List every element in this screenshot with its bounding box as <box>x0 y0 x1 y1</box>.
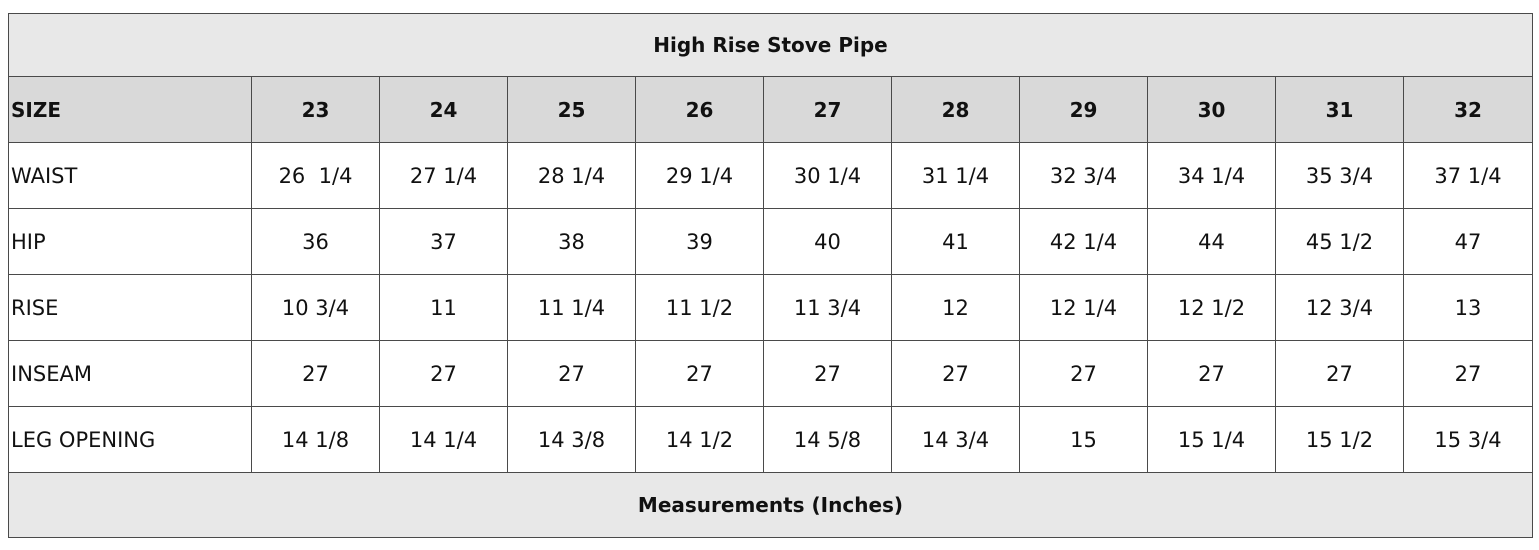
table-cell: 44 <box>1147 208 1276 275</box>
size-header-cell: 27 <box>763 76 892 143</box>
title-row: High Rise Stove Pipe <box>8 13 1533 77</box>
table-cell: 12 1/2 <box>1147 274 1276 341</box>
table-cell: 14 3/8 <box>507 406 636 473</box>
table-cell: 15 <box>1019 406 1148 473</box>
size-header-cell: 25 <box>507 76 636 143</box>
table-cell: 40 <box>763 208 892 275</box>
table-cell: 32 3/4 <box>1019 142 1148 209</box>
table-cell: 27 <box>891 340 1020 407</box>
table-cell: 14 1/8 <box>251 406 380 473</box>
table-cell: 12 3/4 <box>1275 274 1404 341</box>
table-cell: 27 <box>251 340 380 407</box>
size-header-row: SIZE 23 24 25 26 27 28 29 30 31 32 <box>8 76 1533 143</box>
table-cell: 14 1/2 <box>635 406 764 473</box>
table-title: High Rise Stove Pipe <box>8 13 1533 77</box>
table-cell: 11 1/4 <box>507 274 636 341</box>
table-cell: 12 <box>891 274 1020 341</box>
table-row-rise: RISE 10 3/4 11 11 1/4 11 1/2 11 3/4 12 1… <box>8 274 1533 341</box>
table-cell: 37 1/4 <box>1403 142 1533 209</box>
table-cell: 36 <box>251 208 380 275</box>
table-cell: 28 1/4 <box>507 142 636 209</box>
table-cell: 39 <box>635 208 764 275</box>
size-header-cell: 24 <box>379 76 508 143</box>
table-cell: 10 3/4 <box>251 274 380 341</box>
table-cell: 11 <box>379 274 508 341</box>
row-label: INSEAM <box>8 340 252 407</box>
size-header-cell: 32 <box>1403 76 1533 143</box>
row-label: RISE <box>8 274 252 341</box>
table-cell: 27 <box>379 340 508 407</box>
table-cell: 45 1/2 <box>1275 208 1404 275</box>
table-cell: 27 <box>1275 340 1404 407</box>
table-cell: 11 3/4 <box>763 274 892 341</box>
size-header-cell: 28 <box>891 76 1020 143</box>
table-cell: 38 <box>507 208 636 275</box>
table-cell: 14 5/8 <box>763 406 892 473</box>
table-cell: 11 1/2 <box>635 274 764 341</box>
table-cell: 27 1/4 <box>379 142 508 209</box>
size-header-cell: 23 <box>251 76 380 143</box>
table-cell: 15 3/4 <box>1403 406 1533 473</box>
table-cell: 27 <box>507 340 636 407</box>
table-cell: 27 <box>1147 340 1276 407</box>
table-cell: 27 <box>763 340 892 407</box>
table-cell: 27 <box>635 340 764 407</box>
table-cell: 47 <box>1403 208 1533 275</box>
table-cell: 34 1/4 <box>1147 142 1276 209</box>
size-header-cell: 29 <box>1019 76 1148 143</box>
table-cell: 15 1/4 <box>1147 406 1276 473</box>
row-label: HIP <box>8 208 252 275</box>
row-label: LEG OPENING <box>8 406 252 473</box>
size-header-cell: 31 <box>1275 76 1404 143</box>
table-cell: 37 <box>379 208 508 275</box>
table-cell: 31 1/4 <box>891 142 1020 209</box>
size-chart-table: High Rise Stove Pipe SIZE 23 24 25 26 27… <box>8 13 1533 538</box>
table-cell: 35 3/4 <box>1275 142 1404 209</box>
size-header-label: SIZE <box>8 76 252 143</box>
table-row-waist: WAIST 26 1/4 27 1/4 28 1/4 29 1/4 30 1/4… <box>8 142 1533 209</box>
table-cell: 14 1/4 <box>379 406 508 473</box>
table-row-leg-opening: LEG OPENING 14 1/8 14 1/4 14 3/8 14 1/2 … <box>8 406 1533 473</box>
table-cell: 42 1/4 <box>1019 208 1148 275</box>
table-cell: 15 1/2 <box>1275 406 1404 473</box>
table-cell: 41 <box>891 208 1020 275</box>
row-label: WAIST <box>8 142 252 209</box>
table-cell: 27 <box>1403 340 1533 407</box>
table-cell: 13 <box>1403 274 1533 341</box>
table-cell: 30 1/4 <box>763 142 892 209</box>
table-footer: Measurements (Inches) <box>8 472 1533 538</box>
size-header-cell: 30 <box>1147 76 1276 143</box>
footer-row: Measurements (Inches) <box>8 472 1533 538</box>
table-cell: 27 <box>1019 340 1148 407</box>
table-cell: 14 3/4 <box>891 406 1020 473</box>
table-cell: 12 1/4 <box>1019 274 1148 341</box>
table-cell: 29 1/4 <box>635 142 764 209</box>
table-row-inseam: INSEAM 27 27 27 27 27 27 27 27 27 27 <box>8 340 1533 407</box>
size-header-cell: 26 <box>635 76 764 143</box>
table-cell: 26 1/4 <box>251 142 380 209</box>
table-row-hip: HIP 36 37 38 39 40 41 42 1/4 44 45 1/2 4… <box>8 208 1533 275</box>
